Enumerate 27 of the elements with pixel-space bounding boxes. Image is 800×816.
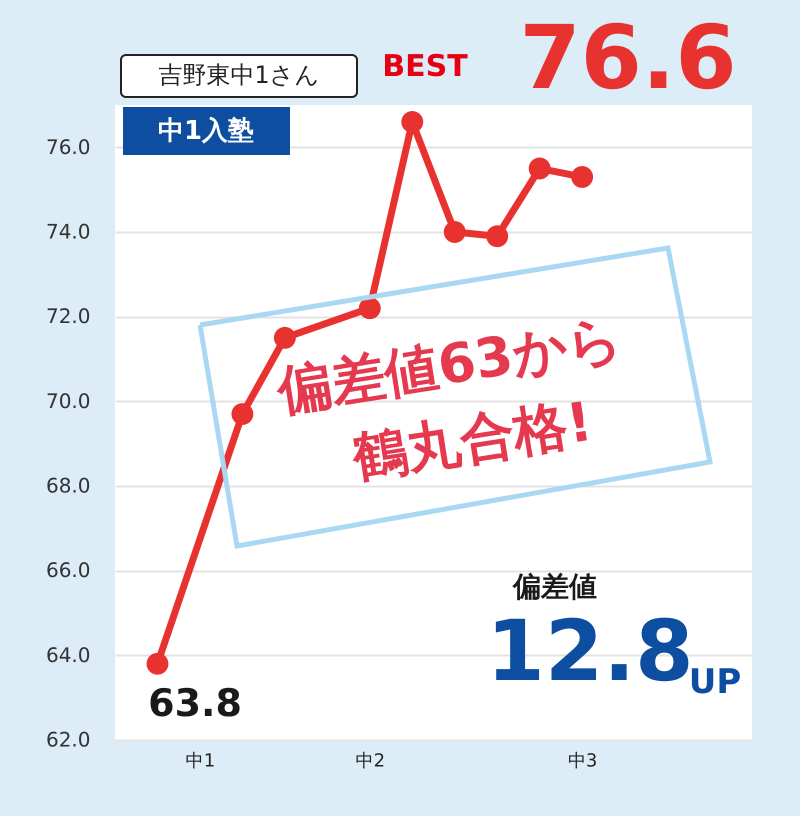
x-tick-label: 中3 — [568, 750, 598, 772]
y-tick-label: 68.0 — [46, 474, 90, 498]
y-tick-label: 64.0 — [46, 642, 90, 667]
y-tick-label: 72.0 — [46, 304, 90, 328]
y-tick-label: 74.0 — [46, 220, 90, 244]
point — [274, 326, 296, 349]
text: BEST — [382, 49, 468, 84]
y-tick-label: 70.0 — [46, 388, 90, 413]
point — [401, 111, 424, 133]
annotation: 63.8 — [148, 681, 242, 725]
annotation: 76.6 — [519, 6, 737, 109]
point — [146, 652, 168, 675]
point — [231, 403, 254, 425]
annotation: UP — [688, 662, 742, 702]
point — [444, 221, 466, 243]
point — [358, 297, 381, 320]
chart-title: 吉野東中1さん — [158, 61, 320, 89]
x-tick-label: 中1 — [186, 750, 216, 772]
point — [528, 158, 551, 180]
annotation: 偏差値 — [512, 570, 597, 603]
point — [571, 166, 594, 188]
y-tick-label: 66.0 — [46, 558, 90, 582]
y-tick-label: 76.0 — [46, 134, 90, 159]
y-tick-label: 62.0 — [46, 728, 90, 752]
x-tick-label: 中2 — [356, 750, 386, 772]
annotation: 中1入塾 — [158, 116, 254, 146]
point — [486, 225, 508, 248]
